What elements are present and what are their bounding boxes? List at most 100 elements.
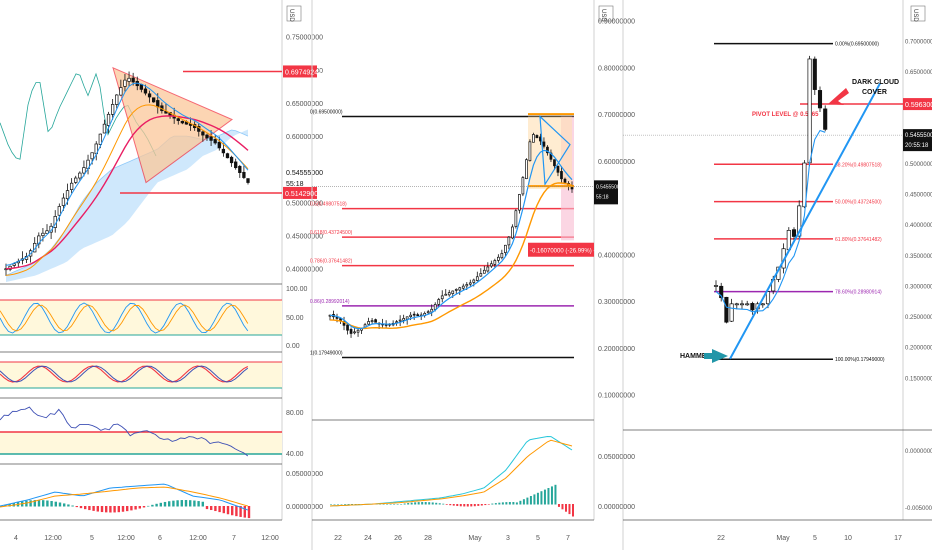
left-candle (217, 141, 221, 149)
middle-candle (472, 279, 476, 283)
right-candle (729, 303, 734, 322)
middle-triangle-pattern (539, 115, 571, 187)
left-x-tick-label: 12:00 (261, 535, 279, 542)
left-stochrsi-tick: 100.00 (286, 286, 308, 293)
middle-candle (560, 171, 563, 180)
left-macd-bar (214, 506, 217, 512)
left-macd-bar (29, 500, 32, 507)
left-candle (234, 161, 238, 169)
middle-macd-bar (403, 503, 406, 505)
left-macd-bar (218, 506, 221, 513)
middle-macd-line (329, 435, 573, 507)
left-candle (69, 182, 74, 190)
middle-candle (465, 284, 469, 287)
middle-candle (451, 290, 455, 294)
right-candle (719, 285, 724, 299)
left-candle (127, 77, 131, 82)
middle-fib-label: 0.618(0.43724500) (310, 230, 353, 236)
left-currency-box (286, 5, 302, 22)
right-y-tick-label: 0.15000000 (905, 376, 932, 382)
middle-macd-bar (480, 504, 483, 506)
middle-macd-bar (512, 502, 515, 505)
left-macd-bar (46, 500, 49, 507)
middle-macd-bar (540, 491, 543, 505)
left-rsi-tick: 40.00 (286, 451, 304, 458)
left-candle (143, 88, 148, 94)
right-candle (807, 58, 812, 164)
left-candle (74, 177, 78, 183)
right-candle (739, 303, 745, 306)
right-cover-label: COVER (862, 89, 887, 96)
middle-macd-bar (330, 504, 332, 505)
right-macd-tick: 0.00000000 (905, 449, 932, 455)
middle-macd-bar (389, 504, 392, 505)
middle-candle (412, 313, 416, 316)
middle-macd-bar (417, 502, 420, 505)
left-macd-bar (163, 501, 167, 507)
right-trendline (729, 82, 881, 360)
left-chart: USD0.750000000.700000000.650000000.60000… (0, 0, 323, 542)
left-macd-bar (151, 504, 154, 507)
middle-candle (398, 319, 402, 322)
middle-macd-bar (487, 504, 490, 505)
left-candle (90, 152, 94, 160)
left-triangle-pattern (112, 66, 233, 184)
left-rsi-line (0, 406, 249, 457)
middle-macd-tick: 0.05000000 (598, 454, 635, 461)
right-fib-label: 100.00%(0.17949000) (835, 357, 885, 363)
right-candle (713, 285, 719, 287)
left-candle (229, 156, 234, 164)
middle-candle (500, 253, 504, 259)
right-candle (812, 58, 817, 90)
middle-ma-slow (329, 182, 573, 330)
middle-candle (409, 314, 413, 317)
right-macd-tick: -0.00500000 (905, 506, 932, 512)
left-macd-bar (67, 504, 70, 507)
left-candle (131, 77, 135, 83)
middle-macd-bar (393, 504, 396, 505)
right-pivot-label: PIVOT LEVEL @ 0.5965 (752, 112, 819, 118)
middle-macd-bar (536, 492, 539, 505)
left-cloud-edge (5, 129, 249, 276)
middle-macd-bar (550, 486, 553, 505)
left-candle (41, 232, 45, 236)
right-hammer-arrow (704, 349, 728, 363)
right-y-tick-label: 0.50000000 (905, 162, 932, 168)
middle-macd-bar (459, 504, 462, 507)
left-macd-bar (109, 506, 112, 513)
middle-macd-bar (337, 504, 340, 505)
middle-macd-bar (554, 484, 557, 505)
left-stoch-d (0, 365, 249, 383)
middle-macd-bar (424, 502, 427, 505)
middle-macd-bar (421, 502, 424, 505)
left-macd-bar (197, 501, 200, 507)
right-candle (724, 296, 729, 323)
middle-macd-bar (547, 488, 550, 505)
right-price-tag-pivot-box (903, 98, 932, 111)
left-candle (180, 120, 185, 124)
right-y-tick-label: 0.65000000 (905, 70, 932, 76)
middle-x-tick-label: 3 (506, 535, 510, 542)
middle-macd-bar (477, 504, 480, 506)
middle-candle (504, 244, 507, 253)
middle-macd-bar (449, 504, 452, 506)
right-candle (797, 205, 802, 237)
right-price-tag-current: 0.54555000 20:55:18 (903, 129, 932, 152)
left-macd-bar (117, 506, 120, 513)
middle-candle (489, 263, 493, 267)
left-candle (221, 148, 226, 154)
middle-macd-bar (572, 504, 574, 517)
left-ma-fast (5, 82, 249, 266)
right-candle (823, 108, 828, 130)
middle-currency-label: USD (600, 9, 606, 22)
middle-y-tick-label: 0.20000000 (598, 346, 635, 353)
left-candle (225, 153, 230, 159)
left-candle (176, 118, 180, 121)
left-macd-bar (88, 506, 91, 511)
middle-candle (458, 287, 462, 291)
middle-macd-bar (508, 502, 511, 505)
left-macd-bar (239, 506, 242, 517)
middle-macd-bar (445, 504, 448, 505)
